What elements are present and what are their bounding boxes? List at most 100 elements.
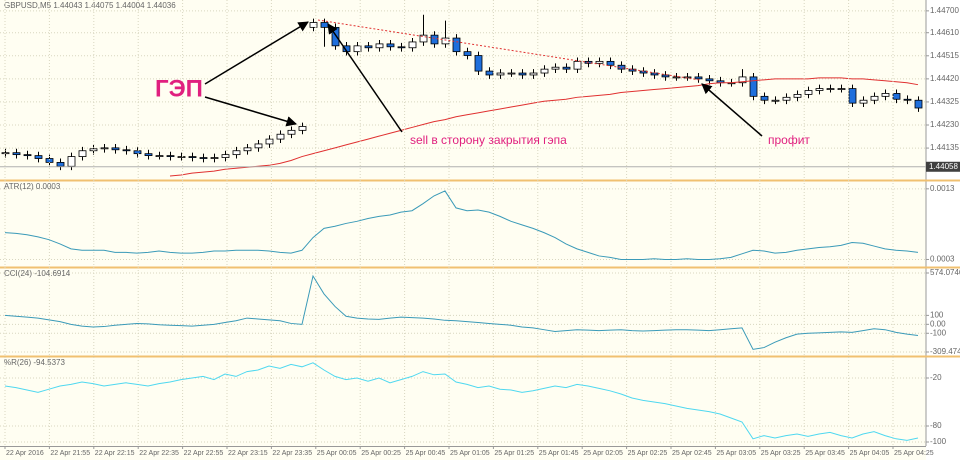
candle-body	[474, 55, 483, 72]
price-axis-area	[926, 0, 960, 460]
candle-body	[177, 156, 186, 158]
candle-body	[298, 126, 307, 131]
candle-body	[188, 156, 197, 158]
candle-body	[595, 60, 604, 64]
x-tick-label: 25 Apr 03:45	[805, 450, 845, 457]
candle-body	[903, 98, 912, 101]
panel-title: ATR(12) 0.0003	[4, 182, 61, 191]
y-tick-label: 574.0746	[930, 268, 960, 277]
panel-title: CCI(24) -104.6914	[4, 269, 71, 278]
candle-body	[463, 51, 472, 56]
candle-body	[694, 76, 703, 80]
candle-body	[661, 74, 670, 78]
candle-body	[364, 45, 373, 49]
candle-body	[122, 149, 131, 152]
candle-body	[859, 99, 868, 104]
candle-body	[430, 34, 439, 45]
y-tick-label: -20	[930, 373, 942, 382]
candle-body	[56, 161, 65, 167]
candle-body	[892, 93, 901, 100]
candle-body	[496, 72, 505, 76]
arrow	[204, 21, 309, 85]
candle-body	[397, 46, 406, 49]
candle-body	[276, 133, 285, 140]
candle-body	[12, 152, 21, 156]
candle-body	[353, 45, 362, 53]
candle-body	[408, 41, 417, 49]
candle-body	[34, 155, 43, 159]
panel-title: GBPUSD,M5 1.44043 1.44075 1.44004 1.4403…	[4, 1, 176, 10]
x-tick-label: 25 Apr 00:45	[406, 450, 446, 457]
candle-body	[155, 155, 164, 158]
indicator-line	[4, 274, 919, 350]
candle-body	[551, 66, 560, 70]
indicator-line	[4, 190, 919, 260]
y-tick-label: -100	[930, 328, 947, 337]
x-tick-label: 25 Apr 01:45	[539, 450, 579, 457]
x-tick-label: 25 Apr 04:05	[850, 450, 890, 457]
candle-body	[529, 72, 538, 76]
candle-body	[562, 66, 571, 70]
candle-body	[507, 72, 516, 75]
candle-body	[265, 138, 274, 145]
y-tick-label: 1.44325	[930, 97, 959, 106]
candle-body	[23, 154, 32, 157]
candle-body	[309, 22, 318, 28]
candle-body	[771, 99, 780, 102]
candle-body	[518, 72, 527, 76]
y-tick-label: -309.4746	[930, 347, 960, 356]
candle-body	[760, 95, 769, 101]
x-tick-label: 22 Apr 23:15	[228, 450, 268, 457]
candle-body	[210, 157, 219, 159]
candle-body	[804, 90, 813, 95]
y-tick-label: -80	[930, 421, 942, 430]
candle-body	[606, 60, 615, 66]
candle-body	[419, 34, 428, 43]
candle-body	[221, 154, 230, 158]
candle-body	[287, 129, 296, 135]
arrow	[701, 83, 763, 137]
candle-body	[254, 143, 263, 149]
candle-body	[133, 150, 142, 155]
candle-body	[375, 43, 384, 49]
candle-body	[793, 94, 802, 98]
y-tick-label: 1.44610	[930, 28, 959, 37]
y-tick-label: -100	[930, 437, 947, 446]
candle-body	[452, 37, 461, 53]
y-tick-label: 0.00	[930, 319, 946, 328]
candle-body	[914, 99, 923, 109]
last-price-box	[926, 161, 960, 172]
candle-body	[166, 155, 175, 158]
y-tick-label: 1.44230	[930, 120, 959, 129]
candle-body	[111, 147, 120, 151]
x-tick-label: 25 Apr 02:05	[583, 450, 623, 457]
candle-body	[617, 64, 626, 70]
candle-body	[837, 88, 846, 90]
candle-body	[199, 157, 208, 159]
candle-body	[100, 147, 109, 150]
x-tick-label: 25 Apr 04:25	[894, 450, 934, 457]
candle-body	[386, 43, 395, 48]
panel-title: %R(26) -94.5373	[4, 358, 65, 367]
candle-body	[782, 96, 791, 101]
y-tick-label: 1.44700	[930, 6, 959, 15]
annotation: профит	[768, 133, 810, 147]
x-tick-label: 22 Apr 21:55	[50, 450, 90, 457]
y-tick-label: 1.44420	[930, 74, 959, 83]
candle-body	[144, 153, 153, 157]
candle-body	[243, 147, 252, 152]
candle-body	[738, 76, 747, 84]
candle-body	[232, 150, 241, 156]
y-tick-label: 100	[930, 310, 944, 319]
x-tick-label: 25 Apr 01:05	[450, 450, 490, 457]
y-tick-label: 0.0013	[930, 184, 955, 193]
candle-body	[320, 22, 329, 28]
candle-body	[705, 78, 714, 82]
indicator-line	[4, 362, 919, 441]
x-tick-label: 25 Apr 03:05	[716, 450, 756, 457]
x-tick-label: 22 Apr 22:55	[184, 450, 224, 457]
candle-body	[749, 76, 758, 97]
x-tick-label: 25 Apr 01:25	[494, 450, 534, 457]
candle-body	[67, 156, 76, 167]
arrow	[327, 23, 403, 133]
